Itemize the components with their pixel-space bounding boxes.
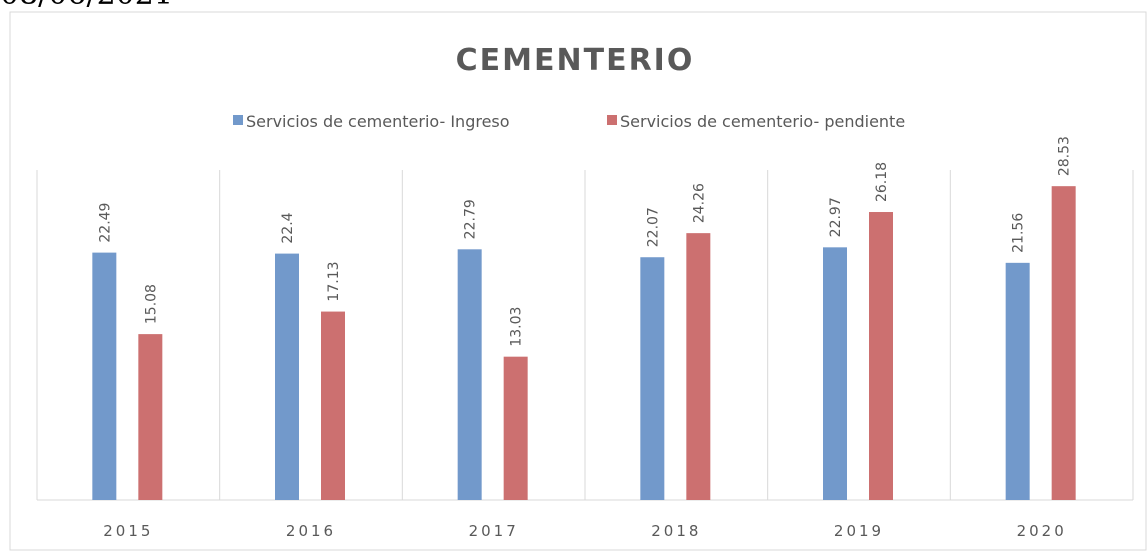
bar <box>640 257 665 500</box>
bar <box>686 233 711 500</box>
legend-label: Servicios de cementerio- Ingreso <box>246 112 510 131</box>
bar <box>321 311 345 500</box>
legend-label: Servicios de cementerio- pendiente <box>620 112 905 131</box>
value-label: 22.97 <box>828 197 844 237</box>
bar <box>1005 262 1030 500</box>
value-label: 22.79 <box>463 199 479 239</box>
legend-swatch <box>233 115 243 125</box>
bar <box>503 356 528 500</box>
value-label: 13.03 <box>509 307 525 347</box>
bar <box>92 252 117 500</box>
x-tick-label: 2018 <box>651 522 701 540</box>
bar <box>869 212 893 500</box>
value-label: 22.07 <box>645 207 661 247</box>
value-label: 21.56 <box>1011 213 1027 253</box>
legend-swatch <box>607 115 617 125</box>
x-tick-label: 2016 <box>286 522 336 540</box>
value-label: 22.49 <box>97 203 113 243</box>
chart-frame <box>9 11 1147 551</box>
value-label: 15.08 <box>143 284 159 324</box>
bar <box>457 249 482 500</box>
x-tick-label: 2015 <box>103 522 153 540</box>
x-tick-label: 2017 <box>469 522 519 540</box>
bar <box>823 247 847 500</box>
bar <box>138 334 163 500</box>
value-label: 22.4 <box>280 212 296 243</box>
chart-title: CEMENTERIO <box>456 43 695 78</box>
x-tick-label: 2019 <box>834 522 884 540</box>
value-label: 24.26 <box>691 183 707 223</box>
value-label: 26.18 <box>874 162 890 202</box>
value-label: 28.53 <box>1057 136 1073 176</box>
x-tick-label: 2020 <box>1017 522 1067 540</box>
value-label: 17.13 <box>326 261 342 301</box>
bar <box>1051 186 1076 501</box>
bar <box>275 253 299 500</box>
